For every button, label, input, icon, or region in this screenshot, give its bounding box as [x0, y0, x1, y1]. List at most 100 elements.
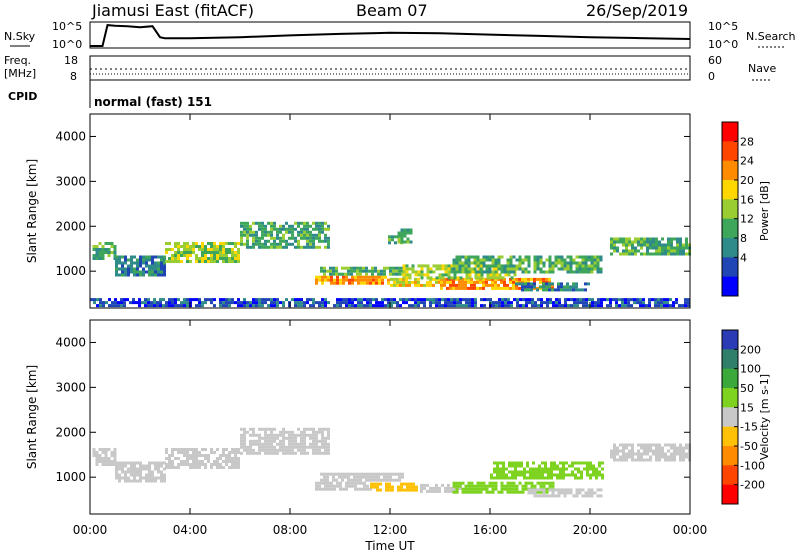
power-cell-2: [174, 260, 177, 263]
power-cell-14: [552, 304, 555, 308]
power-cell-0: [98, 257, 102, 260]
power-colorbar-swatch-2: [722, 160, 738, 181]
power-cell-14: [474, 301, 477, 305]
power-cell-8: [474, 276, 478, 280]
velocity-cell-3: [291, 451, 294, 455]
velocity-panel: [89, 319, 691, 515]
power-cell-9: [455, 261, 459, 265]
velocity-cell-3: [309, 445, 312, 449]
velocity-cell-10: [539, 488, 543, 492]
power-cell-2: [234, 260, 237, 263]
power-cell-1: [115, 267, 118, 271]
velocity-cell-5: [345, 484, 348, 488]
velocity-cell-4: [368, 475, 371, 479]
power-cell-14: [333, 304, 336, 308]
power-cell-3: [303, 236, 306, 240]
velocity-cell-3: [258, 445, 261, 449]
velocity-cell-2: [216, 460, 219, 463]
power-cell-7: [389, 269, 392, 273]
velocity-cell-11: [676, 449, 679, 453]
power-cell-14: [495, 301, 498, 305]
power-cell-8: [423, 264, 427, 268]
velocity-cell-8: [455, 490, 459, 494]
power-cell-2: [228, 248, 231, 251]
power-cell-14: [540, 301, 543, 305]
velocity-cell-9: [496, 473, 499, 477]
power-cell-2: [183, 248, 186, 251]
power-cell-3: [267, 245, 270, 249]
power-cell-1: [151, 264, 154, 268]
velocity-cell-9: [547, 476, 550, 480]
velocity-cell-9: [541, 467, 544, 471]
power-cell-8: [504, 273, 508, 277]
velocity-cell-3: [282, 433, 285, 437]
power-cell-7: [377, 272, 380, 276]
velocity-cell-9: [577, 476, 580, 480]
power-cell-14: [621, 298, 624, 302]
power-cell-13: [661, 249, 664, 253]
velocity-cell-4: [332, 475, 335, 479]
power-cell-7: [329, 269, 332, 273]
velocity-cell-3: [246, 448, 249, 452]
power-cell-9: [452, 270, 456, 274]
velocity-cell-3: [264, 448, 267, 452]
power-cell-4: [327, 275, 330, 279]
power-cell-3: [261, 233, 264, 237]
velocity-cell-3: [276, 433, 279, 437]
velocity-cell-3: [288, 436, 291, 440]
velocity-cell-2: [225, 457, 228, 460]
velocity-cell-9: [577, 467, 580, 471]
velocity-cell-11: [655, 455, 658, 459]
power-cell-3: [282, 224, 285, 228]
velocity-cell-3: [312, 451, 315, 455]
power-cell-4: [357, 275, 360, 279]
power-cell-14: [456, 301, 459, 305]
power-cell-4: [339, 281, 342, 285]
power-cell-9: [473, 261, 477, 265]
power-cell-8: [405, 264, 409, 268]
velocity-cell-9: [565, 467, 568, 471]
power-cell-13: [634, 246, 637, 250]
power-cell-3: [243, 233, 246, 237]
velocity-cell-3: [252, 442, 255, 446]
velocity-cell-2: [207, 457, 210, 460]
velocity-cell-8: [536, 490, 540, 494]
power-cell-3: [300, 233, 303, 237]
velocity-cell-2: [174, 466, 177, 469]
power-cell-14: [255, 304, 258, 308]
power-cell-14: [630, 298, 633, 302]
power-cell-9: [596, 261, 600, 265]
power-cell-4: [330, 278, 333, 282]
power-cell-9: [527, 270, 531, 274]
power-cell-13: [634, 240, 637, 244]
power-cell-14: [264, 298, 267, 302]
velocity-cell-9: [529, 470, 532, 474]
power-cell-10: [545, 285, 548, 289]
velocity-cell-10: [563, 494, 567, 498]
power-cell-6: [509, 286, 512, 290]
velocity-cell-2: [192, 454, 195, 457]
power-cell-6: [524, 277, 527, 281]
power-cell-9: [452, 264, 456, 268]
power-cell-3: [279, 224, 282, 228]
power-cell-5: [399, 277, 402, 281]
velocity-cell-3: [282, 427, 285, 431]
power-cell-3: [255, 221, 258, 225]
power-cell-0: [101, 251, 105, 254]
power-cell-1: [121, 267, 124, 271]
power-cell-14: [177, 304, 180, 308]
velocity-cell-3: [300, 451, 303, 455]
velocity-cell-8: [467, 490, 471, 494]
power-cell-2: [174, 254, 177, 257]
velocity-cell-11: [658, 458, 661, 462]
power-cell-13: [685, 237, 688, 241]
power-cell-14: [192, 298, 195, 302]
power-cell-14: [585, 298, 588, 302]
power-cell-2: [213, 254, 216, 257]
velocity-cell-10: [596, 494, 600, 498]
velocity-cell-8: [551, 481, 555, 485]
power-cell-8: [486, 276, 490, 280]
power-cell-14: [558, 304, 561, 308]
power-cell-8: [420, 270, 424, 274]
